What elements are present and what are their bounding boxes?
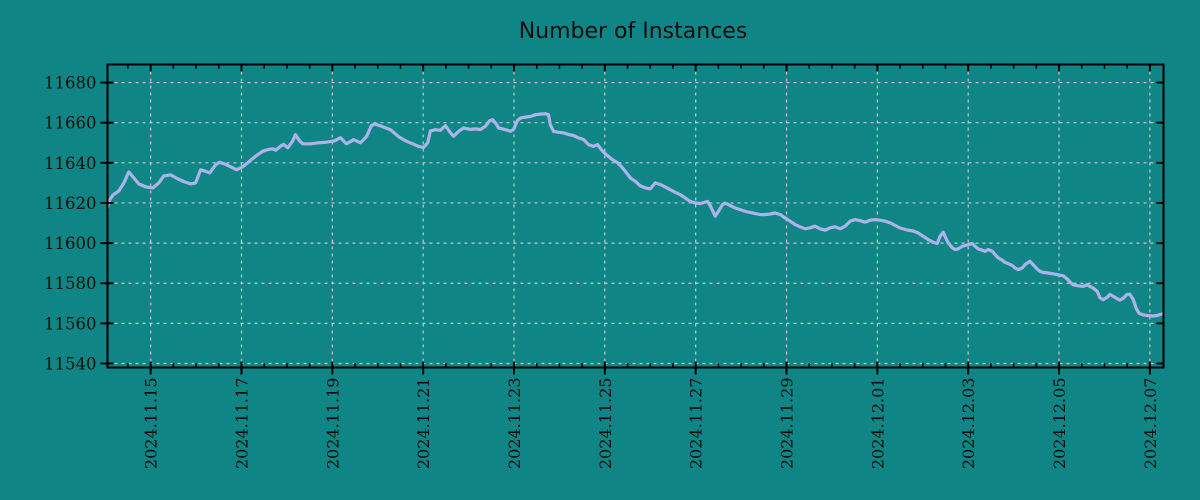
plot-border: [106, 63, 1165, 369]
x-tick-label-2024.11.25: 2024.11.25: [596, 378, 615, 470]
x-tick-label-2024.11.29: 2024.11.29: [778, 378, 797, 470]
series-line-number-of-instances: [107, 112, 1164, 318]
y-tick-label-11660: 11660: [44, 114, 97, 133]
x-axis-labels: 2024.11.15 2024.11.17 2024.11.19 2024.11.21…: [142, 378, 1160, 470]
axis-ticks: [100, 64, 1164, 375]
x-tick-label-2024.12.07: 2024.12.07: [1141, 378, 1160, 470]
y-tick-label-11620: 11620: [44, 194, 97, 213]
y-tick-label-11640: 11640: [44, 154, 97, 173]
x-tick-label-2024.11.15: 2024.11.15: [142, 378, 161, 470]
y-tick-label-11560: 11560: [44, 314, 97, 333]
y-axis-labels: 11540 11560 11580 11600 11620 11640 11660 11680: [44, 74, 97, 374]
x-tick-label-2024.11.21: 2024.11.21: [414, 378, 433, 470]
y-tick-label-11680: 11680: [44, 74, 97, 93]
series-group: [107, 112, 1164, 318]
chart-title: Number of Instances: [519, 19, 748, 44]
x-tick-label-2024.12.03: 2024.12.03: [959, 378, 978, 470]
x-tick-label-2024.12.05: 2024.12.05: [1050, 378, 1069, 470]
x-tick-label-2024.11.19: 2024.11.19: [323, 378, 342, 470]
x-tick-label-2024.11.27: 2024.11.27: [687, 378, 706, 470]
y-tick-label-11600: 11600: [44, 234, 97, 253]
gridlines: [107, 64, 1164, 368]
x-tick-label-2024.12.01: 2024.12.01: [868, 378, 887, 470]
x-tick-label-2024.11.17: 2024.11.17: [232, 378, 251, 470]
y-tick-label-11580: 11580: [44, 274, 97, 293]
y-tick-label-11540: 11540: [44, 354, 97, 373]
x-tick-label-2024.11.23: 2024.11.23: [505, 378, 524, 470]
